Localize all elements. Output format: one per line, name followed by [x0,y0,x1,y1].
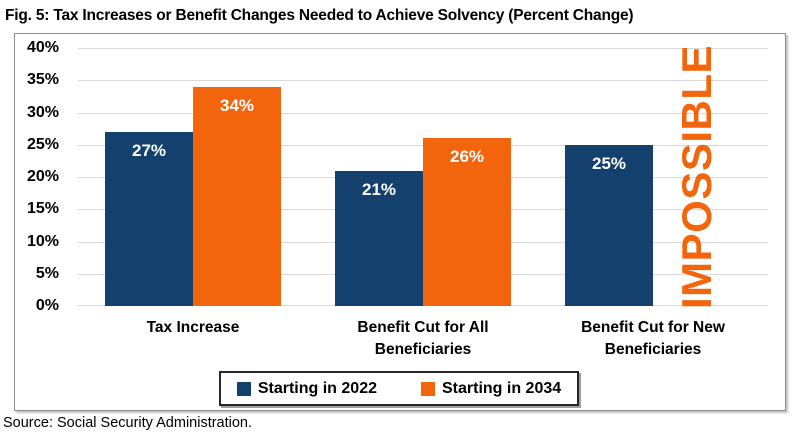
bar-value-label: 26% [449,147,485,167]
figure-title: Fig. 5: Tax Increases or Benefit Changes… [5,7,634,24]
legend-item-starting-2034: Starting in 2034 [421,380,561,398]
y-axis-label-25: 25% [26,135,59,153]
impossible-annotation: IMPOSSIBLE [673,44,721,310]
y-axis-label-5: 5% [35,264,59,282]
bar-starting-in-2034-group0: 34% [193,86,281,306]
bar-starting-in-2022-group2: 25% [565,144,653,306]
x-axis-label-group1: Benefit Cut for All Beneficiaries [357,319,489,359]
gridline-35 [78,80,768,82]
bar-value-label: 25% [591,153,627,173]
legend-item-starting-2022: Starting in 2022 [236,379,377,398]
plot-area: 27% 21% 25% 34% 26% IMPOSSIBLE [78,44,768,310]
bar-starting-in-2022-group1: 21% [335,170,423,306]
x-axis-label-group2: Benefit Cut for New Beneficiaries [581,319,725,359]
legend-label-2022: Starting in 2022 [257,379,377,397]
bar-starting-in-2034-group1: 26% [423,138,511,306]
y-axis-label-15: 15% [26,200,59,218]
gridline-30 [78,112,768,114]
bar-starting-in-2022-group0: 27% [105,131,193,306]
bar-value-label: 34% [219,95,255,115]
chart-frame: 27% 21% 25% 34% 26% IMPOSSIBLE 0% 5% 10% 15% 20% 2… [14,33,786,411]
y-axis-label-30: 30% [26,103,59,121]
legend-label-2034: Starting in 2034 [442,379,562,397]
y-axis-label-35: 35% [26,71,59,89]
y-axis-label-10: 10% [26,232,59,250]
legend: Starting in 2022 Starting in 2034 [219,371,579,406]
y-axis-label-40: 40% [26,39,59,56]
legend-marker-2022 [236,381,251,396]
source-line: Source: Social Security Administration. [3,415,253,431]
gridline-40 [78,48,768,49]
bar-value-label: 27% [131,140,167,160]
legend-marker-2034 [421,381,435,396]
y-axis-label-0: 0% [35,297,59,314]
y-axis-label-20: 20% [26,168,59,185]
x-axis-label-group0: Tax Increase [146,319,240,336]
bar-value-label: 21% [361,179,397,199]
annotation-slot: IMPOSSIBLE [653,44,741,310]
